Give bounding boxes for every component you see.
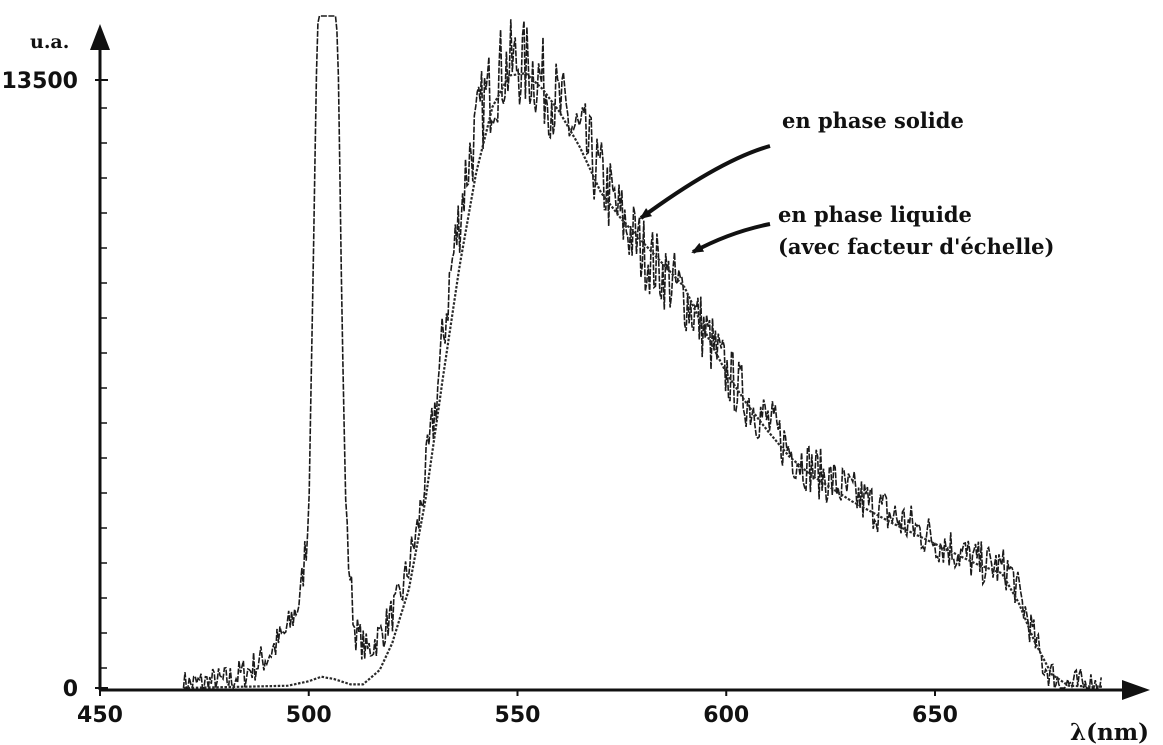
annotation-solid-text: en phase solide — [782, 108, 964, 133]
annotation-liquid-arrow — [691, 222, 771, 254]
y-tick-label: 13500 — [1, 69, 78, 94]
x-tick-label: 500 — [286, 703, 332, 728]
y-axis-unit-label: u.a. — [30, 31, 69, 53]
y-minor-ticks — [100, 107, 107, 669]
annotation-solid: en phase solide — [639, 108, 964, 220]
x-tick-label: 550 — [495, 703, 541, 728]
x-tick-label: 650 — [912, 703, 958, 728]
annotation-solid-arrow — [639, 144, 771, 220]
x-axis-label: λ(nm) — [1070, 719, 1149, 745]
series-layer — [182, 15, 1102, 691]
series-line-liquid-phase — [183, 72, 1102, 690]
x-tick-label: 600 — [703, 703, 749, 728]
annotation-liquid-text-line1: en phase liquide — [778, 202, 972, 227]
tick-labels: 450 500 550 600 650 0 13500 — [1, 69, 958, 728]
x-tick-label: 450 — [77, 703, 123, 728]
y-tick-label: 0 — [63, 677, 78, 702]
annotation-liquid: en phase liquide (avec facteur d'échelle… — [691, 202, 1054, 259]
x-tick-marks — [95, 79, 936, 696]
annotation-liquid-text-line2: (avec facteur d'échelle) — [778, 234, 1054, 259]
x-axis-arrow-icon — [1122, 680, 1150, 700]
series-line-solid-phase — [182, 15, 1102, 691]
y-axis-arrow-icon — [90, 24, 110, 50]
